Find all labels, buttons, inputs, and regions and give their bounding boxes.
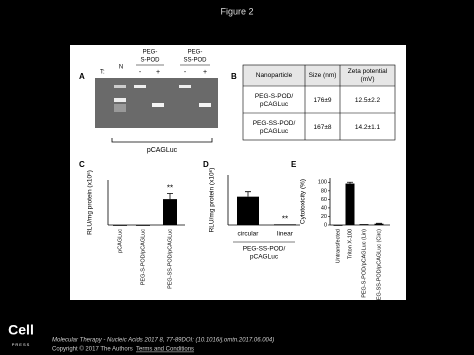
x-tick-label: PEG-SS-POD/pCAGLuc (Circ) bbox=[376, 229, 382, 304]
lane-label: S-POD bbox=[140, 58, 160, 64]
table-cell: PEG-SS-POD/ bbox=[253, 120, 296, 127]
y-tick-label: 80 bbox=[321, 188, 327, 194]
copyright: Copyright © 2017 The Authors bbox=[52, 346, 133, 353]
lane-label: PEG- bbox=[143, 50, 158, 56]
lane-label: N bbox=[119, 65, 123, 71]
table-cell: 14.2±1.1 bbox=[355, 124, 381, 131]
error-bar bbox=[167, 193, 173, 200]
x-tick-label: Triton X-100 bbox=[347, 229, 353, 259]
gel-caption: pCAGLuc bbox=[147, 147, 178, 154]
y-axis-label: RLU/mg protein (x10⁶) bbox=[209, 168, 216, 233]
table-cell: pCAGLuc bbox=[260, 101, 289, 108]
logo-sub: PRESS bbox=[12, 342, 31, 347]
bar bbox=[345, 183, 355, 225]
x-tick-label: Untransfected bbox=[335, 229, 341, 263]
bar bbox=[113, 225, 127, 226]
table-cell: Zeta potential bbox=[348, 68, 388, 75]
x-tick-label: PEG-SS-POD/pCAGLuc bbox=[167, 229, 173, 289]
caption-bracket bbox=[111, 138, 213, 143]
x-tick-label: linear bbox=[277, 231, 294, 238]
treatment: + bbox=[156, 69, 160, 76]
logo-box bbox=[6, 321, 36, 349]
table: Nanoparticle Size (nm) Zeta potential(mV) P… bbox=[242, 64, 396, 141]
y-tick-label: 20 bbox=[321, 214, 327, 220]
y-axis-label: Cytotoxicity (%) bbox=[300, 179, 307, 224]
treatment: + bbox=[203, 69, 207, 76]
table-cell: Nanoparticle bbox=[256, 72, 293, 79]
x-tick-label: PEG-S-POD/pCAGLuc (Lin) bbox=[361, 229, 367, 298]
annotation: ** bbox=[282, 214, 288, 223]
x-tick-label: circular bbox=[238, 231, 260, 238]
bar bbox=[374, 223, 384, 225]
treatment: - bbox=[184, 69, 187, 76]
y-axis-label: RLU/mg protein (x10⁶) bbox=[87, 170, 94, 235]
treatment: - bbox=[139, 69, 142, 76]
bar bbox=[333, 225, 343, 226]
table-cell: 167±8 bbox=[313, 124, 331, 131]
terms-link[interactable]: Terms and Conditions bbox=[136, 347, 194, 353]
lane-label: SS-POD bbox=[183, 58, 207, 64]
annotation: ** bbox=[167, 184, 173, 193]
citation: Molecular Therapy - Nucleic Acids 2017 8… bbox=[52, 338, 274, 344]
x-tick-label: PEG-S-POD/pCAGLuc bbox=[140, 229, 146, 285]
logo: Cell bbox=[8, 322, 34, 338]
panel-label: D bbox=[203, 160, 209, 169]
y-tick-label: 0 bbox=[324, 222, 327, 228]
table-header-bg bbox=[243, 65, 395, 86]
x-tick-label: pCAGLuc bbox=[117, 229, 123, 253]
slide-title: Figure 2 bbox=[220, 6, 253, 16]
panel-label: A bbox=[79, 72, 85, 81]
table-cell: 12.5±2.2 bbox=[355, 97, 381, 104]
table-cell: PEG-S-POD/ bbox=[255, 93, 293, 100]
table-cell: (mV) bbox=[360, 76, 374, 83]
bar bbox=[136, 225, 150, 226]
error-bar bbox=[245, 191, 251, 197]
bar bbox=[237, 196, 259, 225]
y-tick-label: 60 bbox=[321, 197, 327, 203]
table-border bbox=[242, 64, 396, 141]
lane-label: PEG- bbox=[188, 50, 203, 56]
table-cell: 176±9 bbox=[313, 97, 331, 104]
table-cell: Size (nm) bbox=[309, 72, 337, 79]
bar bbox=[359, 224, 369, 225]
error-bar bbox=[347, 181, 353, 184]
panel-label: B bbox=[231, 72, 237, 81]
y-tick-label: 100 bbox=[318, 180, 327, 186]
table-cell: pCAGLuc bbox=[260, 128, 289, 135]
panel-label: E bbox=[291, 160, 297, 169]
gel-image bbox=[95, 78, 218, 128]
x-axis-label: pCAGLuc bbox=[250, 254, 279, 261]
panel-label: C bbox=[79, 160, 85, 169]
bar bbox=[163, 199, 177, 225]
bar bbox=[274, 224, 296, 226]
x-axis-label: PEG-SS-POD/ bbox=[243, 246, 286, 253]
treatment-label: T: bbox=[100, 70, 105, 76]
y-tick-label: 40 bbox=[321, 205, 327, 211]
